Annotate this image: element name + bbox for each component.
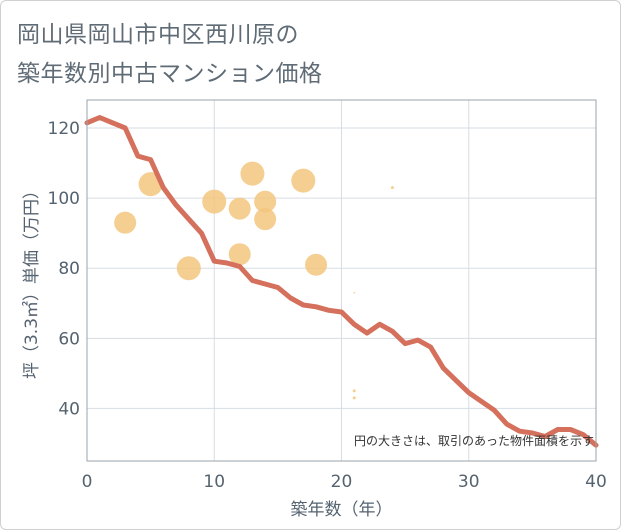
bubble-size-note: 円の大きさは、取引のあった物件面積を示す [354, 433, 594, 448]
bubble-point [254, 208, 277, 231]
bubble-point [390, 186, 394, 190]
bubble-point [353, 291, 356, 294]
y-tick-label: 80 [58, 259, 80, 279]
y-tick-label: 60 [58, 329, 80, 349]
bubble-point [352, 389, 356, 393]
y-tick-label: 40 [58, 399, 80, 419]
x-tick-label: 10 [203, 472, 225, 492]
x-tick-label: 0 [82, 472, 93, 492]
y-tick-label: 100 [48, 189, 80, 209]
y-axis-label: 坪（3.3㎡）単価（万円） [22, 182, 42, 379]
plot-border [86, 99, 597, 462]
chart-title-line2: 築年数別中古マンション価格 [17, 61, 323, 87]
x-tick-label: 30 [458, 472, 480, 492]
y-tick-label: 120 [48, 119, 80, 139]
bubble-point [114, 211, 137, 234]
chart-title-line1: 岡山県岡山市中区西川原の [17, 22, 299, 48]
x-tick-label: 20 [331, 472, 353, 492]
average-price-line [84, 115, 599, 448]
x-tick-label: 40 [585, 472, 607, 492]
bubble-point [254, 190, 277, 213]
bubble-point [291, 168, 316, 193]
bubble-point [228, 243, 251, 266]
bubble-point [305, 253, 328, 276]
line-series [84, 115, 599, 448]
bubble-point [176, 256, 201, 281]
bubble-point [228, 197, 251, 220]
x-axis-label: 築年数（年） [291, 500, 393, 520]
bubble-point [202, 189, 227, 214]
tick-labels: 0 10 20 30 40 40 60 80 100 120 [48, 119, 607, 492]
bubble-point [352, 396, 356, 400]
bubble-series [114, 161, 394, 400]
bubble-point [240, 161, 265, 186]
